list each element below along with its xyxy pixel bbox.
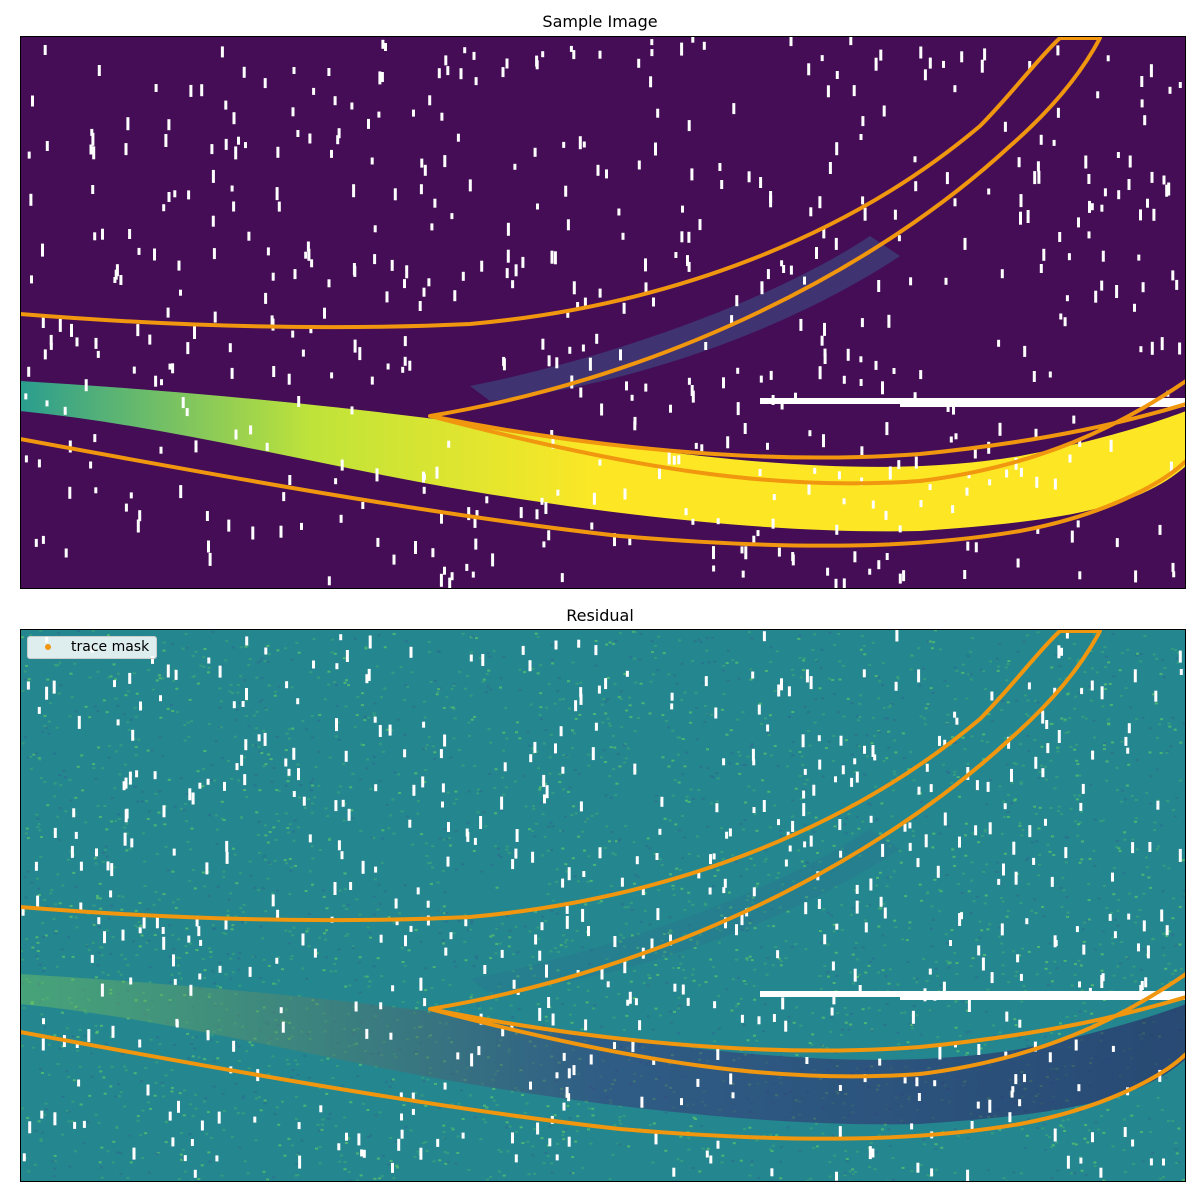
chart-title-sample-image: Sample Image (542, 12, 658, 31)
chart-title-residual: Residual (566, 606, 634, 625)
order2-trace-band (470, 829, 900, 994)
order2-outline (20, 36, 1102, 418)
residual-plot (20, 629, 1186, 1182)
masked-pixels (24, 36, 1186, 589)
trace-outlines (20, 36, 1186, 548)
axes-frame (20, 36, 1186, 589)
axes-frame (20, 629, 1186, 1182)
order1-lower-edge (20, 1030, 1186, 1141)
order2-trace-band (470, 236, 900, 401)
trace-outlines (20, 629, 1186, 1141)
legend-label-trace-mask: trace mask (71, 639, 150, 655)
sample-image-panel (20, 36, 1186, 589)
residual-panel: trace mask (20, 629, 1186, 1182)
sample-image-plot (20, 36, 1186, 589)
legend: trace mask (27, 636, 158, 659)
order2-outline (20, 629, 1102, 1011)
order1-lower-edge (20, 437, 1186, 548)
